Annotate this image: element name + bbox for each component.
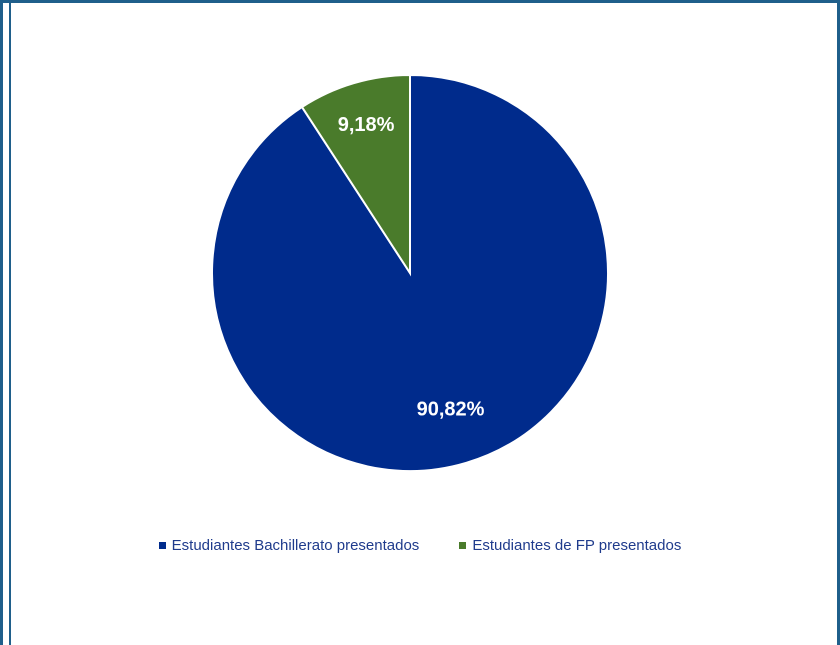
legend-label-fp: Estudiantes de FP presentados bbox=[472, 537, 682, 554]
chart-legend: Estudiantes Bachillerato presentados Est… bbox=[0, 537, 840, 554]
pie-slice-fp bbox=[300, 73, 411, 277]
legend-item-bachillerato: Estudiantes Bachillerato presentados bbox=[158, 537, 420, 554]
legend-swatch-bachillerato bbox=[158, 542, 166, 549]
legend-item-fp: Estudiantes de FP presentados bbox=[459, 537, 681, 554]
slice-label-bachillerato: 90,82% bbox=[417, 399, 485, 421]
legend-label-bachillerato: Estudiantes Bachillerato presentados bbox=[171, 537, 420, 554]
pie-slice-bachillerato bbox=[211, 73, 609, 472]
legend-swatch-fp bbox=[459, 542, 467, 549]
frame-inner-edge bbox=[9, 0, 11, 645]
slice-label-fp: 9,18% bbox=[338, 114, 395, 136]
